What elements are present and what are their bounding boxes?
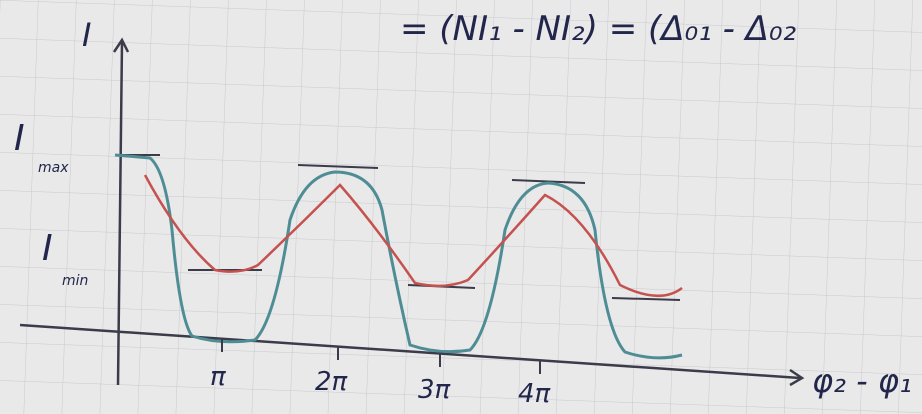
x-label: φ₂ - φ₁ <box>812 362 912 400</box>
red-curve <box>143 174 683 298</box>
x-tick-label: 4π <box>518 379 551 409</box>
x-arrow <box>789 368 805 387</box>
teal-curve <box>114 153 683 360</box>
y-label: I <box>82 16 91 54</box>
level-sub: min <box>62 273 88 289</box>
x-tick-marks <box>221 338 541 374</box>
level-sub: max <box>38 160 69 176</box>
equation: = (NI₁ - NI₂) = (Δ₀₁ - Δ₀₂ <box>400 9 797 49</box>
x-axis <box>19 323 801 380</box>
level-main: I <box>14 118 25 159</box>
x-tick-label: π <box>210 362 226 392</box>
y-axis <box>116 41 124 386</box>
x-tick-label: 2π <box>315 367 348 397</box>
level-main: I <box>42 228 53 269</box>
y-arrow <box>112 37 130 53</box>
level-bars <box>118 154 681 301</box>
x-tick-label: 3π <box>418 375 451 405</box>
